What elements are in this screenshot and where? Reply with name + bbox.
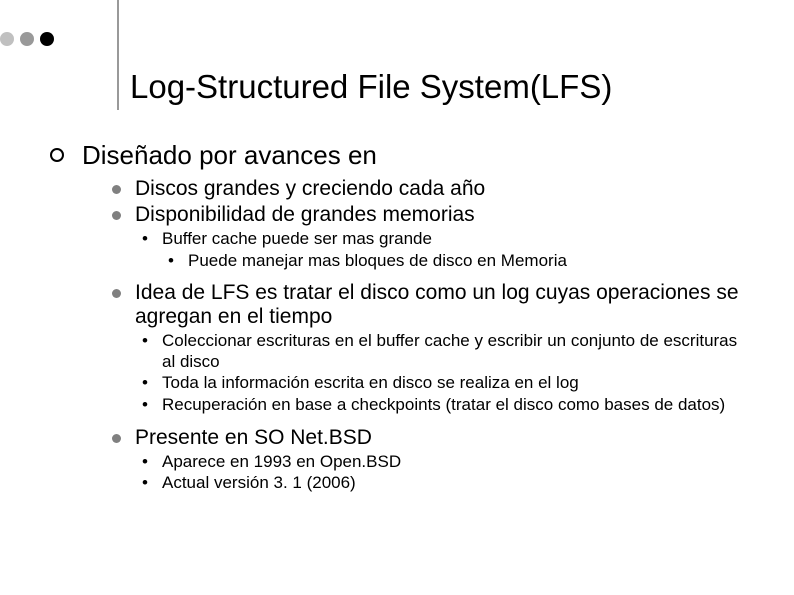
slide-content: Diseñado por avances en Discos grandes y… (50, 140, 750, 495)
lvl4-group: • Puede manejar mas bloques de disco en … (168, 251, 750, 271)
bullet-lvl2: Idea de LFS es tratar el disco como un l… (112, 281, 750, 329)
bullet-lvl3: • Toda la información escrita en disco s… (142, 373, 750, 393)
title-vertical-line (117, 0, 119, 110)
bullet-lvl2: Presente en SO Net.BSD (112, 426, 750, 450)
hollow-circle-icon (50, 148, 64, 162)
bullet-lvl3: • Coleccionar escrituras en el buffer ca… (142, 331, 750, 372)
filled-circle-icon (112, 289, 121, 298)
filled-circle-icon (112, 185, 121, 194)
lvl2-text: Presente en SO Net.BSD (135, 426, 372, 450)
lvl3-text: Aparece en 1993 en Open.BSD (162, 452, 401, 472)
lvl3-text: Buffer cache puede ser mas grande (162, 229, 432, 249)
lvl3-text: Toda la información escrita en disco se … (162, 373, 579, 393)
lvl3-group: • Coleccionar escrituras en el buffer ca… (142, 331, 750, 415)
lvl1-text: Diseñado por avances en (82, 140, 377, 171)
lvl2-text: Discos grandes y creciendo cada año (135, 177, 485, 201)
filled-circle-icon (112, 211, 121, 220)
lvl4-text: Puede manejar mas bloques de disco en Me… (188, 251, 567, 271)
title-decoration (0, 32, 60, 46)
dot-bullet-icon: • (168, 251, 180, 271)
decoration-dot-3 (40, 32, 54, 46)
lvl3-group: • Buffer cache puede ser mas grande • Pu… (142, 229, 750, 271)
bullet-lvl1: Diseñado por avances en (50, 140, 750, 171)
decoration-dot-1 (0, 32, 14, 46)
bullet-lvl3: • Actual versión 3. 1 (2006) (142, 473, 750, 493)
bullet-lvl4: • Puede manejar mas bloques de disco en … (168, 251, 750, 271)
slide-title: Log-Structured File System(LFS) (130, 68, 612, 106)
bullet-lvl2: Discos grandes y creciendo cada año (112, 177, 750, 201)
lvl3-text: Coleccionar escrituras en el buffer cach… (162, 331, 750, 372)
bullet-lvl2: Disponibilidad de grandes memorias (112, 203, 750, 227)
dot-bullet-icon: • (142, 373, 154, 393)
dot-bullet-icon: • (142, 473, 154, 493)
dot-bullet-icon: • (142, 452, 154, 472)
lvl3-text: Recuperación en base a checkpoints (trat… (162, 395, 725, 415)
bullet-lvl3: • Buffer cache puede ser mas grande (142, 229, 750, 249)
filled-circle-icon (112, 434, 121, 443)
dot-bullet-icon: • (142, 395, 154, 415)
bullet-lvl3: • Aparece en 1993 en Open.BSD (142, 452, 750, 472)
dot-bullet-icon: • (142, 229, 154, 249)
lvl2-text: Idea de LFS es tratar el disco como un l… (135, 281, 750, 329)
lvl3-group: • Aparece en 1993 en Open.BSD • Actual v… (142, 452, 750, 494)
lvl2-text: Disponibilidad de grandes memorias (135, 203, 475, 227)
dot-bullet-icon: • (142, 331, 154, 351)
decoration-dot-2 (20, 32, 34, 46)
lvl3-text: Actual versión 3. 1 (2006) (162, 473, 356, 493)
lvl2-group: Discos grandes y creciendo cada año Disp… (112, 177, 750, 494)
bullet-lvl3: • Recuperación en base a checkpoints (tr… (142, 395, 750, 415)
